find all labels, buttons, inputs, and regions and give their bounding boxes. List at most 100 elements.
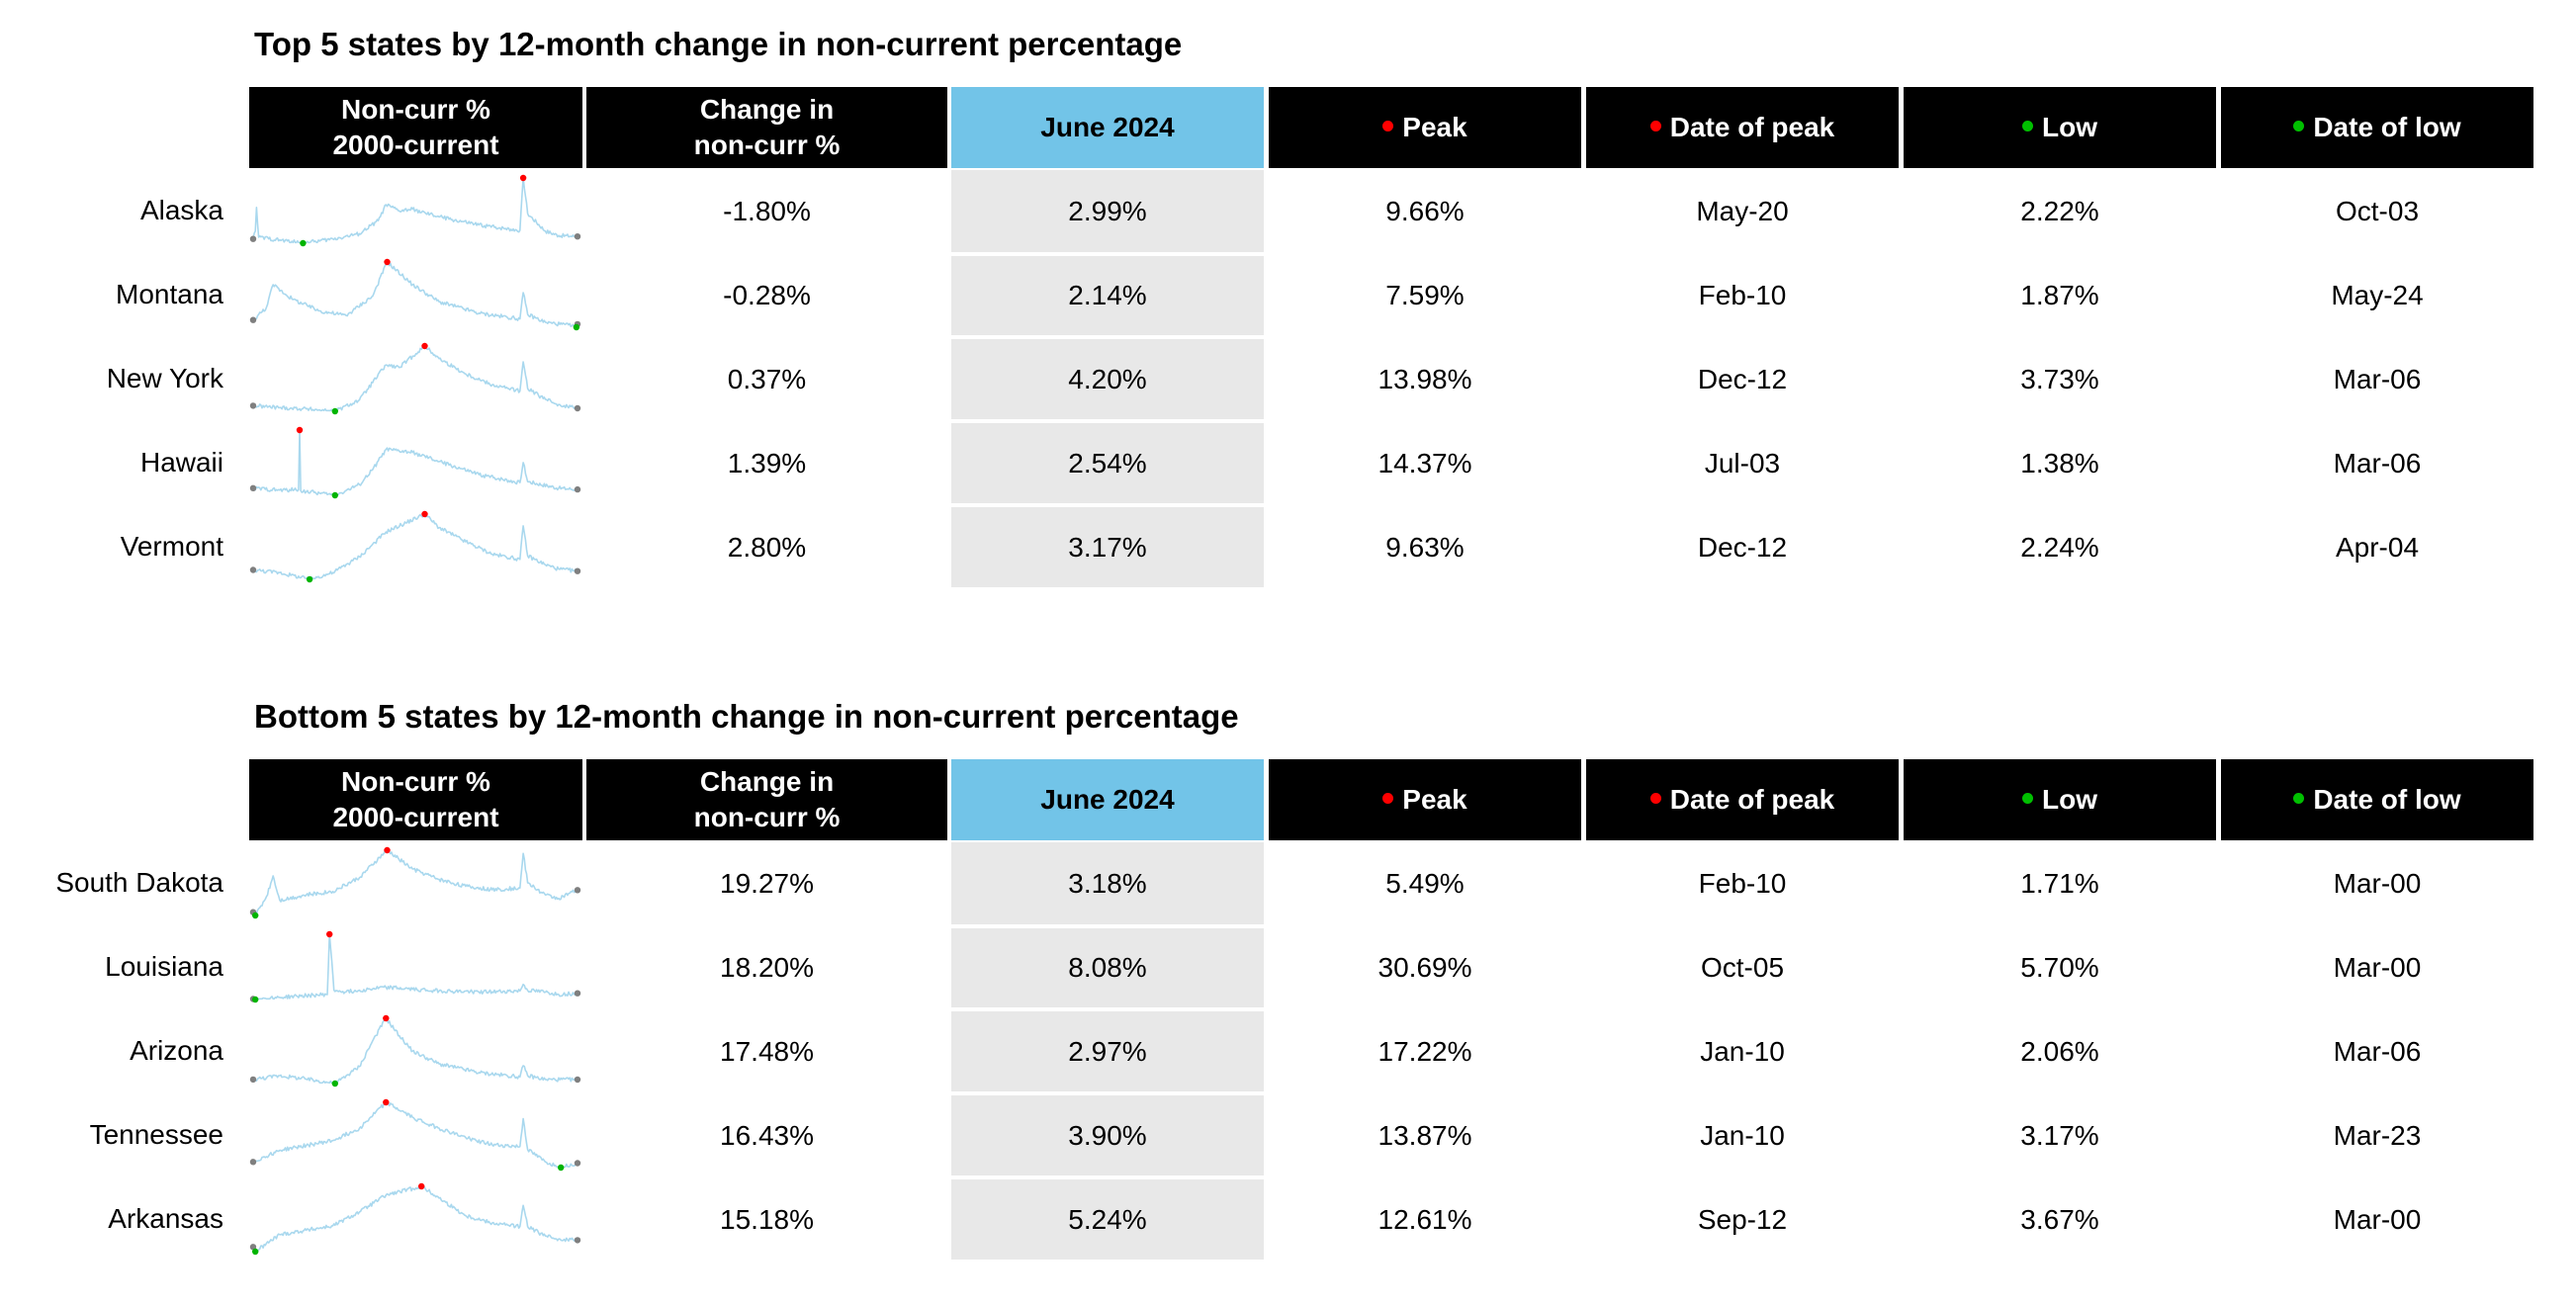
low-date-value: May-24: [2331, 280, 2424, 310]
change-value: 15.18%: [720, 1204, 814, 1235]
sparkline-series: [252, 1185, 578, 1253]
top-table-header: Non-curr % 2000-current Change in non-curr…: [0, 87, 2576, 168]
change-value: -0.28%: [723, 280, 811, 310]
low-value: 3.17%: [2020, 1120, 2099, 1151]
sparkline: [249, 1182, 581, 1256]
sparkline-peak-marker: [383, 1014, 390, 1022]
peak-value: 9.63%: [1385, 532, 1465, 563]
header-peak: Peak: [1269, 759, 1581, 840]
low-date-value: Mar-06: [2333, 364, 2422, 394]
peak-value: 30.69%: [1377, 952, 1472, 983]
low-date-value: Oct-03: [2335, 196, 2420, 226]
low-value: 1.87%: [2020, 280, 2099, 310]
current-value: 8.08%: [1068, 952, 1147, 983]
current-value: 3.18%: [1068, 868, 1147, 899]
current-value: 4.20%: [1068, 364, 1147, 394]
current-value: 2.99%: [1068, 196, 1147, 226]
sparkline-series: [252, 849, 578, 916]
change-value: 17.48%: [720, 1036, 814, 1067]
peak-value: 17.22%: [1377, 1036, 1472, 1067]
state-label: Louisiana: [105, 951, 223, 982]
low-date-value: Mar-23: [2333, 1120, 2422, 1151]
peak-value: 13.87%: [1377, 1120, 1472, 1151]
header-peak: Peak: [1269, 87, 1581, 168]
change-value: 19.27%: [720, 868, 814, 899]
row-separator: [951, 1175, 1264, 1179]
header-current-month: June 2024: [951, 759, 1264, 840]
sparkline-start-marker: [249, 402, 257, 409]
header-low-date: Date of low: [2221, 87, 2533, 168]
sparkline-peak-marker: [418, 1182, 425, 1190]
current-value: 2.54%: [1068, 448, 1147, 478]
sparkline-end-marker: [574, 1076, 581, 1084]
sparkline: [249, 258, 581, 331]
header-sparkline: Non-curr % 2000-current: [249, 87, 582, 168]
low-value: 2.22%: [2020, 196, 2099, 226]
sparkline-start-marker: [249, 235, 257, 242]
peak-dot-icon: [1649, 120, 1661, 131]
sparkline: [249, 1014, 581, 1087]
sparkline-low-marker: [252, 996, 259, 1003]
peak-date-value: Jul-03: [1704, 448, 1781, 478]
sparkline-series: [252, 261, 578, 328]
low-value: 1.71%: [2020, 868, 2099, 899]
state-label: Alaska: [139, 195, 223, 225]
low-dot-icon: [2022, 792, 2033, 804]
sparkline: [249, 930, 581, 1003]
row-separator: [951, 1091, 1264, 1095]
header-peak-date: Date of peak: [1586, 87, 1899, 168]
header-change-line2: non-curr %: [693, 130, 841, 160]
bottom-table-header: Non-curr % 2000-current Change in non-curr…: [0, 759, 2576, 840]
low-date-value: Mar-06: [2333, 448, 2422, 478]
sparkline-series: [252, 345, 578, 412]
peak-date-value: Jan-10: [1700, 1120, 1785, 1151]
header-peak-date-label: Date of peak: [1669, 112, 1835, 142]
header-low-label: Low: [2042, 784, 2097, 815]
sparkline-peak-marker: [383, 1098, 390, 1106]
low-value: 2.24%: [2020, 532, 2099, 563]
low-date-value: Mar-06: [2333, 1036, 2422, 1067]
change-value: 18.20%: [720, 952, 814, 983]
sparkline-peak-marker: [421, 510, 428, 518]
sparkline-low-marker: [573, 323, 580, 331]
row-separator: [951, 924, 1264, 928]
header-low-date-label: Date of low: [2313, 112, 2461, 142]
state-label: Tennessee: [89, 1119, 223, 1150]
sparkline-peak-marker: [519, 174, 527, 182]
peak-value: 12.61%: [1377, 1204, 1472, 1235]
low-date-value: Apr-04: [2335, 532, 2420, 563]
header-low-date: Date of low: [2221, 759, 2533, 840]
low-date-value: Mar-00: [2333, 868, 2422, 899]
header-sparkline-line1: Non-curr %: [341, 766, 490, 797]
sparkline-start-marker: [249, 484, 257, 491]
low-date-value: Mar-00: [2333, 952, 2422, 983]
row-separator: [951, 1007, 1264, 1011]
peak-date-value: Feb-10: [1698, 868, 1787, 899]
sparkline-end-marker: [574, 887, 581, 894]
sparkline-low-marker: [252, 1248, 259, 1256]
state-label: Arkansas: [108, 1203, 223, 1234]
sparkline-start-marker: [249, 1076, 257, 1084]
sparkline: [249, 846, 581, 919]
sparkline-peak-marker: [384, 846, 391, 854]
peak-date-value: May-20: [1696, 196, 1789, 226]
sparkline-series: [252, 177, 578, 244]
bottom-section-title: Bottom 5 states by 12-month change in no…: [254, 698, 1239, 735]
bottom-current-month-column: [951, 842, 1264, 1260]
peak-value: 5.49%: [1385, 868, 1465, 899]
peak-value: 7.59%: [1385, 280, 1465, 310]
sparkline: [249, 174, 581, 247]
sparkline-end-marker: [574, 485, 581, 493]
header-low: Low: [1904, 87, 2216, 168]
header-change-line1: Change in: [699, 94, 835, 125]
sparkline-end-marker: [574, 990, 581, 997]
header-sparkline-line2: 2000-current: [332, 130, 499, 160]
sparkline: [249, 426, 581, 499]
row-separator: [951, 503, 1264, 507]
header-change: Change in non-curr %: [586, 87, 947, 168]
sparkline-low-marker: [331, 491, 338, 499]
sparkline-start-marker: [249, 566, 257, 573]
low-value: 1.38%: [2020, 448, 2099, 478]
header-low-date-label: Date of low: [2313, 784, 2461, 815]
sparkline-start-marker: [249, 316, 257, 323]
